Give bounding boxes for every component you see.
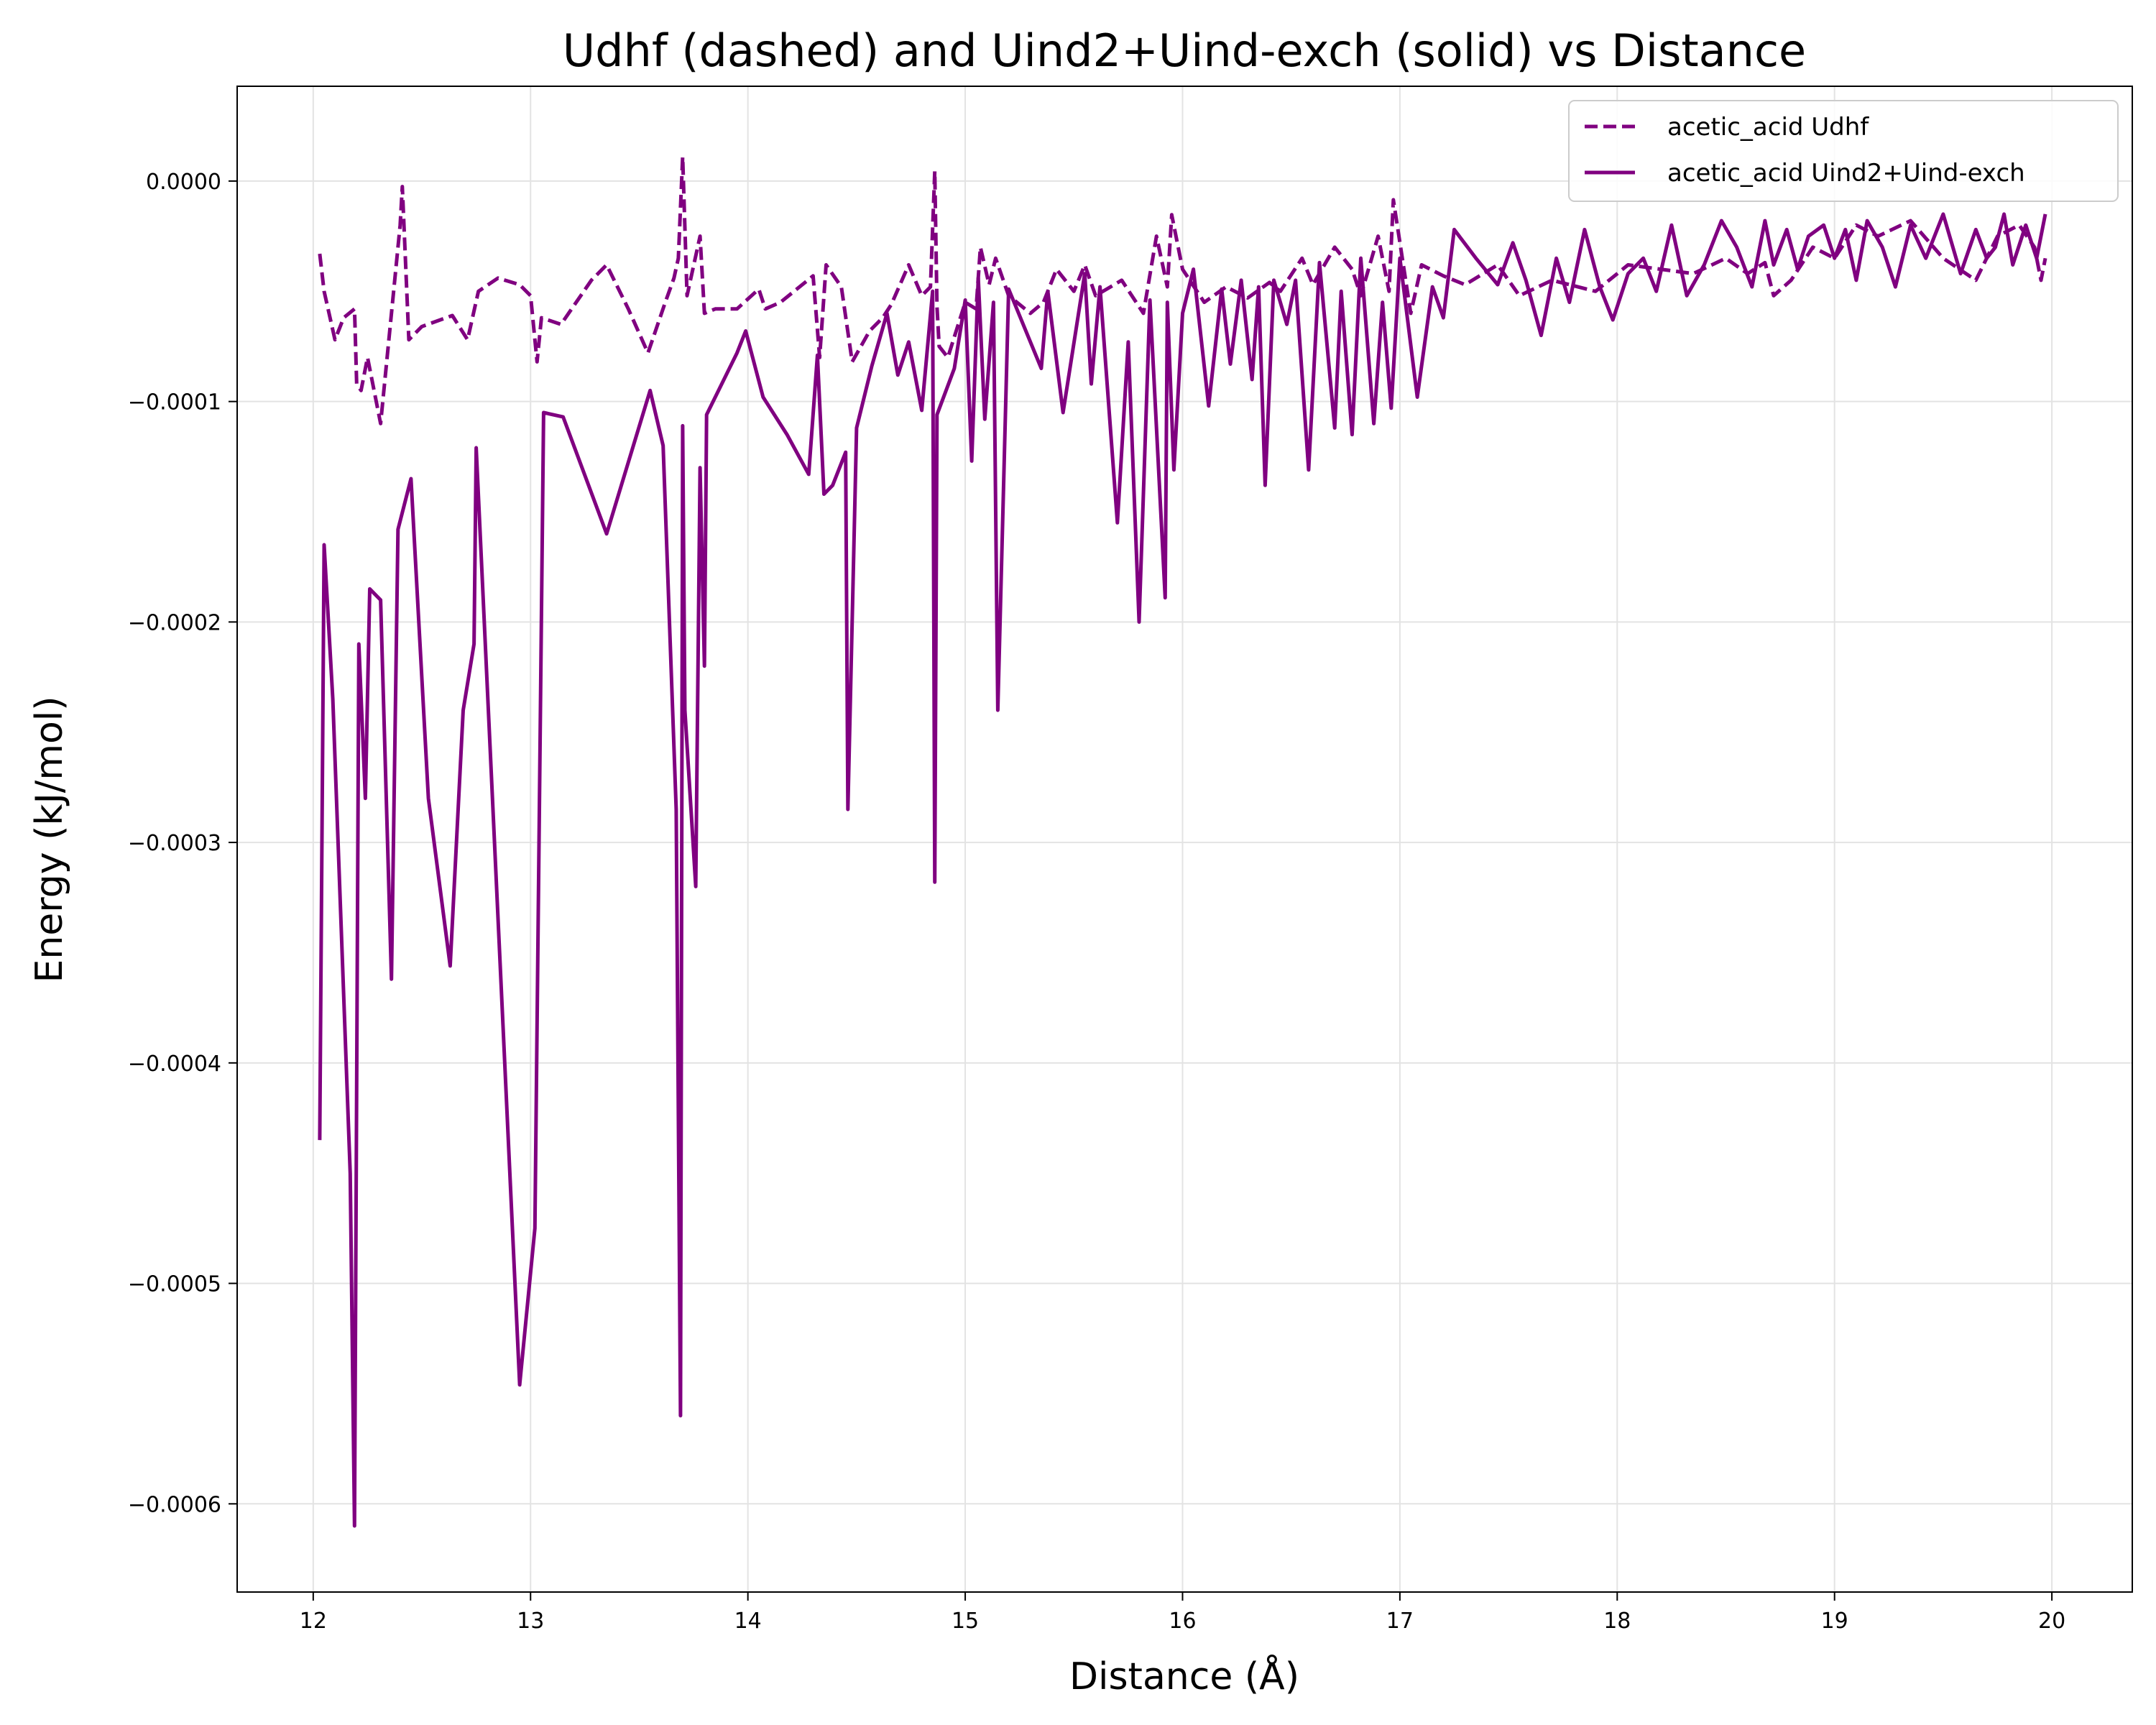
x-tick-label: 20 [2038, 1609, 2065, 1634]
x-tick-label: 19 [1821, 1609, 1848, 1634]
x-tick-label: 12 [300, 1609, 327, 1634]
x-tick-label: 17 [1386, 1609, 1414, 1634]
plot-frame [236, 86, 2133, 1593]
y-tick-label: −0.0002 [128, 610, 221, 635]
x-axis: 12 13 14 15 16 17 18 19 20 [300, 1592, 2065, 1634]
y-tick-label: −0.0005 [128, 1272, 221, 1297]
y-tick-label: −0.0001 [128, 390, 221, 415]
y-tick-label: −0.0004 [128, 1052, 221, 1077]
legend-label-uind: acetic_acid Uind2+Uind-exch [1667, 159, 2025, 188]
y-tick-label: −0.0003 [128, 831, 221, 856]
chart-title: Udhf (dashed) and Uind2+Uind-exch (solid… [563, 24, 1806, 77]
y-axis-label: Energy (kJ/mol) [28, 696, 71, 983]
x-tick-label: 18 [1603, 1609, 1631, 1634]
y-axis: 0.0000 −0.0001 −0.0002 −0.0003 −0.0004 −0.000… [128, 170, 237, 1517]
plot-area [318, 155, 2047, 1528]
x-tick-label: 15 [952, 1609, 979, 1634]
x-tick-label: 13 [517, 1609, 544, 1634]
legend: acetic_acid Udhf acetic_acid Uind2+Uind-… [1568, 100, 2119, 202]
legend-label-udhf: acetic_acid Udhf [1667, 113, 1869, 142]
x-axis-label: Distance (Å) [1069, 1654, 1299, 1698]
series-line-uind [318, 212, 2047, 1528]
y-tick-label: −0.0006 [128, 1492, 221, 1517]
x-tick-label: 16 [1169, 1609, 1196, 1634]
x-tick-label: 14 [734, 1609, 762, 1634]
series-line-udhf [318, 155, 2047, 426]
legend-box [1568, 100, 2119, 202]
y-tick-label: 0.0000 [146, 170, 221, 195]
